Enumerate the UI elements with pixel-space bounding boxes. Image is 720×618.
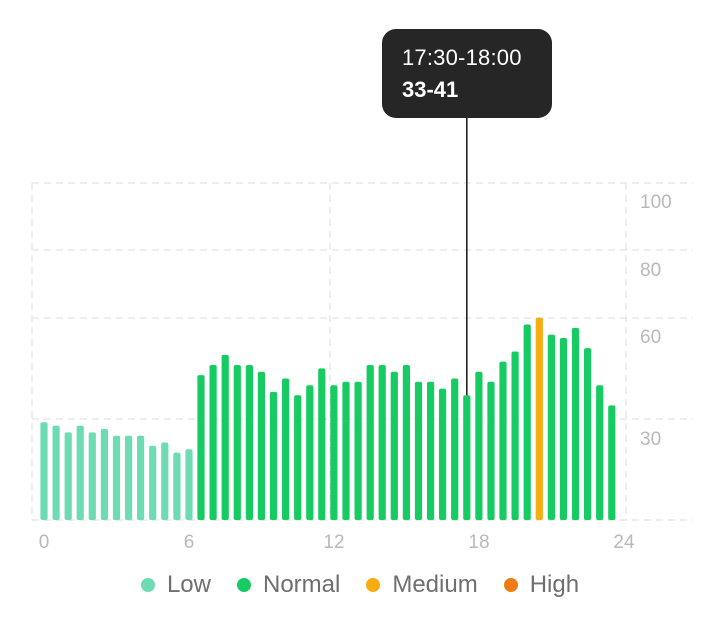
legend-item-normal[interactable]: Normal — [237, 571, 340, 599]
bar-low[interactable] — [101, 429, 108, 520]
legend-dot-low — [141, 578, 155, 592]
bar-low[interactable] — [149, 446, 156, 520]
bars — [40, 318, 615, 520]
bar-normal[interactable] — [197, 375, 204, 520]
bar-low[interactable] — [77, 426, 84, 520]
legend-item-high[interactable]: High — [504, 571, 579, 599]
bar-normal[interactable] — [379, 365, 386, 520]
legend-label: Low — [167, 571, 211, 599]
bar-normal[interactable] — [487, 382, 494, 520]
bar-low[interactable] — [125, 436, 132, 520]
bar-normal[interactable] — [330, 385, 337, 520]
bar-low[interactable] — [185, 449, 192, 520]
bar-normal[interactable] — [270, 392, 277, 520]
tooltip-value-range: 33-41 — [402, 73, 552, 107]
x-tick-label: 24 — [613, 532, 635, 553]
bar-normal[interactable] — [512, 352, 519, 521]
bar-normal[interactable] — [451, 379, 458, 521]
bar-normal[interactable] — [415, 382, 422, 520]
x-tick-label: 18 — [468, 532, 489, 553]
bar-normal[interactable] — [548, 335, 555, 520]
bar-normal[interactable] — [499, 362, 506, 520]
bar-normal[interactable] — [282, 379, 289, 521]
y-tick-label: 80 — [640, 260, 661, 281]
legend-label: Normal — [263, 571, 340, 599]
bar-normal[interactable] — [355, 382, 362, 520]
bar-normal[interactable] — [294, 395, 301, 520]
bar-low[interactable] — [40, 422, 47, 520]
bar-normal[interactable] — [318, 368, 325, 520]
bar-normal[interactable] — [391, 372, 398, 520]
x-tick-label: 6 — [184, 532, 195, 553]
bar-normal[interactable] — [463, 395, 470, 520]
bar-normal[interactable] — [427, 382, 434, 520]
bar-normal[interactable] — [342, 382, 349, 520]
y-tick-label: 60 — [640, 327, 661, 348]
bar-normal[interactable] — [584, 348, 591, 520]
bar-normal[interactable] — [306, 385, 313, 520]
bar-low[interactable] — [173, 453, 180, 520]
bar-low[interactable] — [137, 436, 144, 520]
bar-normal[interactable] — [475, 372, 482, 520]
legend-label: High — [530, 571, 579, 599]
bar-normal[interactable] — [222, 355, 229, 520]
bar-low[interactable] — [89, 432, 96, 520]
legend-dot-high — [504, 578, 518, 592]
bar-normal[interactable] — [560, 338, 567, 520]
x-tick-label: 12 — [323, 532, 344, 553]
bar-medium[interactable] — [536, 318, 543, 520]
legend-label: Medium — [392, 571, 477, 599]
bar-normal[interactable] — [246, 365, 253, 520]
legend-dot-medium — [366, 578, 380, 592]
bar-normal[interactable] — [258, 372, 265, 520]
legend-dot-normal — [237, 578, 251, 592]
bar-normal[interactable] — [367, 365, 374, 520]
y-tick-label: 100 — [640, 192, 672, 213]
bar-low[interactable] — [53, 426, 60, 520]
bar-normal[interactable] — [572, 328, 579, 520]
legend-item-low[interactable]: Low — [141, 571, 211, 599]
bar-low[interactable] — [161, 443, 168, 521]
tooltip-time-range: 17:30-18:00 — [402, 43, 552, 73]
tooltip: 17:30-18:00 33-41 — [382, 29, 552, 118]
bar-normal[interactable] — [608, 405, 615, 520]
x-tick-label: 0 — [39, 532, 50, 553]
legend-item-medium[interactable]: Medium — [366, 571, 477, 599]
bar-low[interactable] — [113, 436, 120, 520]
bar-normal[interactable] — [524, 325, 531, 521]
bar-normal[interactable] — [596, 385, 603, 520]
bar-normal[interactable] — [210, 365, 217, 520]
bar-normal[interactable] — [439, 389, 446, 520]
bar-normal[interactable] — [403, 365, 410, 520]
bar-low[interactable] — [65, 432, 72, 520]
bar-normal[interactable] — [234, 365, 241, 520]
y-tick-label: 30 — [640, 429, 661, 450]
legend: Low Normal Medium High — [0, 566, 720, 604]
